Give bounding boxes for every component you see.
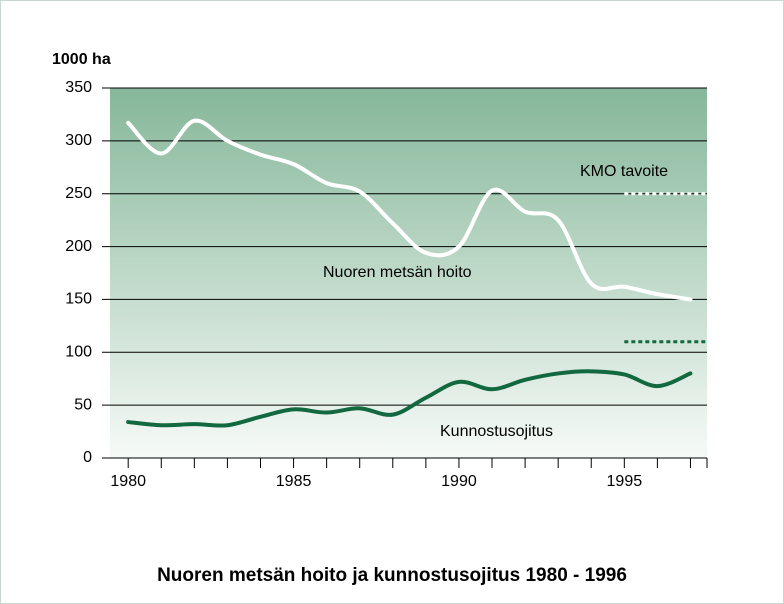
x-tick-label: 1985 xyxy=(276,473,312,490)
x-tick-label: 1980 xyxy=(110,473,146,490)
y-tick-label: 50 xyxy=(74,396,92,413)
y-tick-label: 100 xyxy=(65,344,92,361)
y-tick-label: 250 xyxy=(65,185,92,202)
series-line xyxy=(126,369,693,428)
y-axis-label: 1000 ha xyxy=(52,51,111,68)
y-tick-label: 350 xyxy=(65,79,92,96)
x-tick-label: 1995 xyxy=(607,473,643,490)
series-line xyxy=(126,118,693,302)
y-tick-label: 150 xyxy=(65,291,92,308)
chart-title: Nuoren metsän hoito ja kunnostusojitus 1… xyxy=(157,565,627,586)
y-tick-label: 0 xyxy=(83,449,92,466)
y-tick-label: 300 xyxy=(65,132,92,149)
plot-area xyxy=(110,88,707,458)
y-tick-label: 200 xyxy=(65,238,92,255)
series-label: Nuoren metsän hoito xyxy=(323,264,472,281)
x-tick-label: 1990 xyxy=(441,473,477,490)
series-label: Kunnostusojitus xyxy=(440,423,553,440)
target-label: KMO tavoite xyxy=(580,163,668,180)
